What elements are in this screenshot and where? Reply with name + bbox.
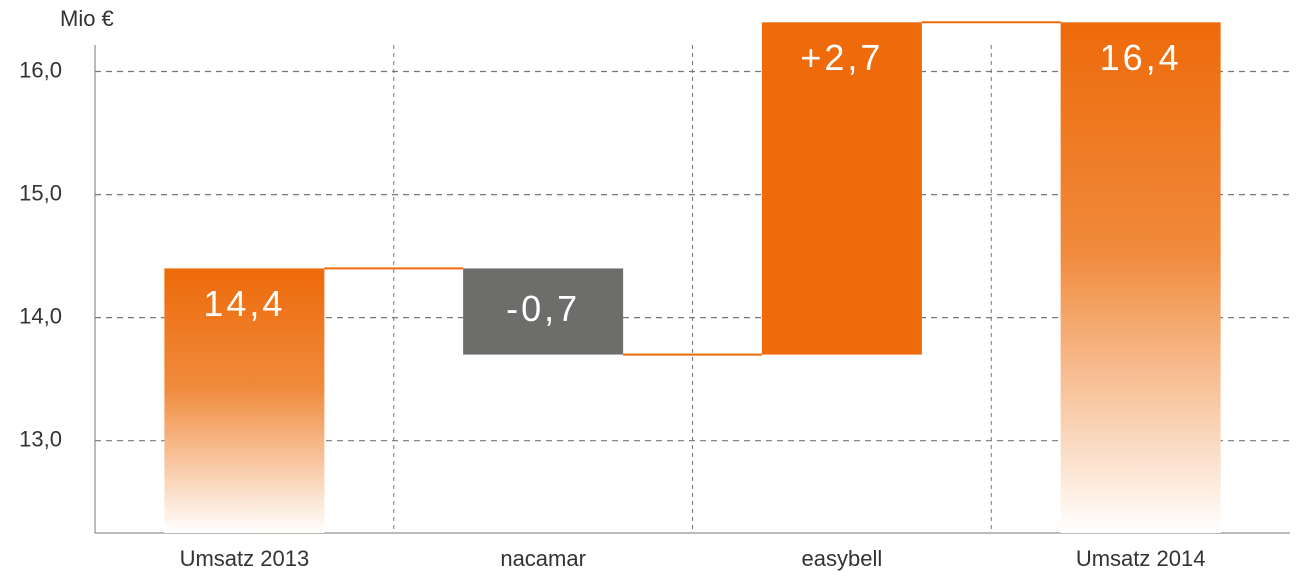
x-tick-label: Umsatz 2013	[180, 546, 310, 571]
value-label: 14,4	[203, 283, 285, 324]
x-tick-label: Umsatz 2014	[1076, 546, 1206, 571]
value-label: +2,7	[800, 37, 883, 78]
y-tick-label: 13,0	[19, 427, 62, 452]
y-tick-label: 14,0	[19, 303, 62, 328]
bar	[463, 268, 624, 355]
bar	[761, 22, 922, 355]
bar	[164, 268, 325, 533]
x-tick-label: easybell	[802, 546, 883, 571]
chart-title: Mio €	[60, 6, 114, 31]
y-tick-label: 15,0	[19, 180, 62, 205]
x-tick-label: nacamar	[500, 546, 586, 571]
bar	[1060, 22, 1221, 534]
y-tick-label: 16,0	[19, 57, 62, 82]
value-label: 16,4	[1100, 37, 1182, 78]
value-label: -0,7	[506, 288, 580, 329]
